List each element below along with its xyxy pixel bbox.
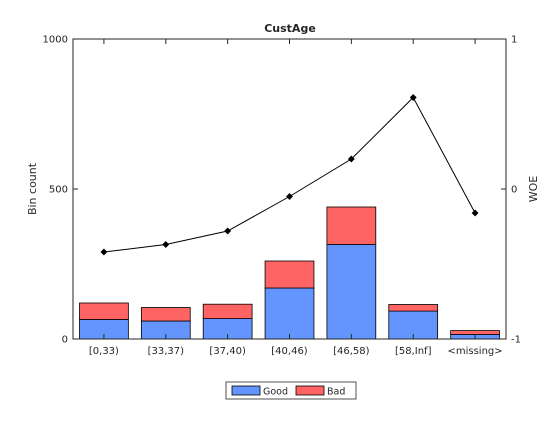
- bar-bad-1: [140, 307, 191, 322]
- woe-point-3: [285, 192, 294, 201]
- y-tick-label-right: 1: [511, 35, 517, 46]
- x-tick-label: [37,40): [209, 346, 246, 357]
- woe-line: [103, 96, 476, 253]
- x-tick-label: [33,37): [148, 346, 185, 357]
- x-tick-label: [46,58): [333, 346, 370, 357]
- y-tick-label-right: -1: [511, 335, 521, 346]
- legend-label-good: Good: [263, 387, 288, 398]
- bar-bad-4: [326, 206, 377, 245]
- y-tick-label-left: 1000: [43, 35, 68, 46]
- bar-bad-3: [264, 260, 315, 289]
- y-axis-label-left: Bin count: [26, 162, 39, 215]
- y-axis-label-right: WOE: [527, 176, 540, 203]
- x-tick-label: [40,46): [271, 346, 308, 357]
- x-tick-label: [0,33): [89, 346, 119, 357]
- woe-point-1: [162, 240, 170, 249]
- bar-bad-5: [388, 304, 439, 312]
- woe-point-2: [224, 227, 232, 235]
- bars-layer: [79, 206, 500, 340]
- bar-bad-6: [450, 330, 500, 335]
- x-tick-label: <missing>: [447, 346, 502, 357]
- bar-bad-0: [79, 302, 129, 320]
- woe-point-4: [347, 155, 355, 163]
- bar-good-4: [326, 244, 377, 340]
- woe-point-5: [409, 93, 417, 102]
- legend-label-bad: Bad: [327, 387, 345, 398]
- chart-title: CustAge: [264, 22, 316, 35]
- woe-line-layer: [100, 93, 479, 256]
- y-tick-label-left: 0: [62, 335, 68, 346]
- woe-point-6: [471, 209, 479, 217]
- bar-bad-2: [202, 303, 253, 320]
- woe-point-0: [100, 248, 108, 256]
- y-tick-label-right: 0: [511, 185, 517, 196]
- y-tick-label-left: 500: [49, 185, 68, 196]
- legend: Good Bad: [225, 381, 357, 400]
- axes-layer: 0 500 1000 -1 0 1 [0,33) [33,37) [37,40) [40,46) […: [43, 35, 521, 358]
- bar-good-3: [264, 287, 315, 340]
- legend-swatch-good: [231, 385, 261, 396]
- legend-swatch-bad: [295, 385, 325, 396]
- x-tick-label: [58,Inf]: [395, 346, 432, 357]
